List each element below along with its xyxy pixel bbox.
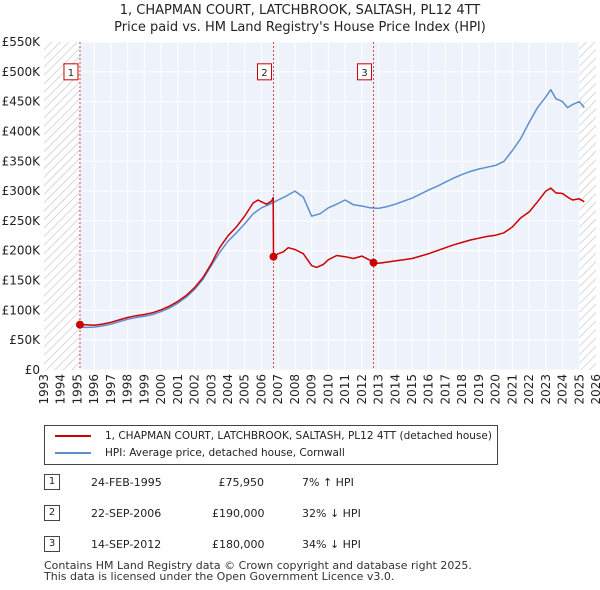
sale-number-box	[63, 63, 79, 81]
y-tick-label: £50K	[9, 333, 41, 347]
x-tick-label: 2001	[171, 374, 185, 405]
grid	[43, 41, 597, 371]
pre-data-hatched-region	[44, 42, 80, 370]
legend-item-hpi: HPI: Average price, detached house, Corn…	[55, 445, 345, 461]
x-tick-label: 1998	[121, 374, 135, 405]
y-tick-label: £350K	[2, 154, 42, 168]
shaded-regions	[44, 42, 596, 370]
sale-number-label: 3	[361, 68, 367, 79]
sale-number-box	[357, 63, 373, 81]
sale-number-box	[256, 63, 272, 81]
y-tick-label: £450K	[2, 95, 42, 109]
y-tick-label: £500K	[2, 65, 42, 79]
x-tick-label: 2004	[221, 374, 235, 405]
y-tick-label: £300K	[2, 184, 42, 198]
sale-number-badge: 3	[44, 536, 60, 552]
y-tick-label: £250K	[2, 214, 42, 228]
sale-price: £190,000	[212, 507, 265, 520]
x-tick-label: 1994	[54, 374, 68, 405]
x-tick-label: 2005	[238, 374, 252, 405]
hpi-line	[77, 88, 585, 329]
chart-title: 1, CHAPMAN COURT, LATCHBROOK, SALTASH, P…	[0, 2, 600, 36]
x-tick-label: 2007	[271, 374, 285, 405]
plot-background	[44, 42, 596, 370]
x-tick-label: 2023	[539, 374, 553, 405]
x-tick-label: 2025	[572, 374, 586, 405]
x-tick-label: 1996	[87, 374, 101, 405]
x-tick-label: 2008	[288, 374, 302, 405]
title-line-1: 1, CHAPMAN COURT, LATCHBROOK, SALTASH, P…	[119, 3, 481, 18]
y-tick-label: £550K	[2, 35, 42, 49]
x-tick-label: 2006	[254, 374, 268, 405]
x-tick-label: 2024	[556, 374, 570, 405]
x-tick-label: 1999	[137, 374, 151, 405]
y-tick-label: £150K	[2, 274, 42, 288]
sale-hpi-diff: 7% ↑ HPI	[302, 476, 354, 489]
x-tick-label: 2003	[204, 374, 218, 405]
sale-price: £75,950	[218, 476, 265, 489]
sale-hpi-diff: 32% ↓ HPI	[302, 507, 361, 520]
x-tick-label: 2022	[522, 374, 536, 405]
x-tick-label: 2015	[405, 374, 419, 405]
x-tick-label: 2019	[472, 374, 486, 405]
legend-item-property: 1, CHAPMAN COURT, LATCHBROOK, SALTASH, P…	[55, 428, 492, 444]
legend-swatch-hpi	[55, 452, 91, 454]
x-tick-label: 2014	[388, 374, 402, 405]
title-line-2: Price paid vs. HM Land Registry's House …	[114, 20, 486, 35]
x-tick-label: 2026	[589, 374, 600, 405]
sale-number-badge: 1	[44, 474, 60, 490]
sale-price: £180,000	[212, 538, 265, 551]
sale-date: 14-SEP-2012	[91, 538, 162, 551]
x-tick-label: 2009	[305, 374, 319, 405]
footer: Contains HM Land Registry data © Crown c…	[44, 560, 472, 582]
x-tick-label: 1997	[104, 374, 118, 405]
legend: 1, CHAPMAN COURT, LATCHBROOK, SALTASH, P…	[44, 425, 498, 465]
sale-number-label: 1	[68, 68, 74, 79]
property-price-line	[79, 187, 585, 326]
y-tick-label: £100K	[2, 303, 42, 317]
price-chart: 1 2 3 £0 £50K £100K £150K £200K £250K £300K £350K…	[2, 35, 600, 405]
footer-copyright: Contains HM Land Registry data © Crown c…	[44, 559, 472, 572]
series-lines	[77, 88, 585, 329]
y-tick-label: £400K	[2, 124, 42, 138]
sale-number-badge: 2	[44, 505, 60, 521]
sale-number-label: 2	[261, 68, 267, 79]
x-tick-label: 2011	[338, 374, 352, 405]
x-tick-label: 1995	[70, 374, 84, 405]
sale-point	[369, 258, 378, 267]
axes: £0 £50K £100K £150K £200K £250K £300K £350K £400…	[2, 35, 600, 405]
sale-point	[269, 252, 278, 261]
sale-markers: 1 2 3	[63, 42, 378, 370]
legend-label-property: 1, CHAPMAN COURT, LATCHBROOK, SALTASH, P…	[105, 430, 492, 442]
y-tick-label: £200K	[2, 244, 42, 258]
x-tick-label: 2020	[489, 374, 503, 405]
x-tick-label: 2016	[422, 374, 436, 405]
sale-point	[75, 320, 84, 329]
x-tick-label: 2013	[372, 374, 386, 405]
x-tick-label: 2021	[505, 374, 519, 405]
sale-hpi-diff: 34% ↓ HPI	[302, 538, 361, 551]
x-tick-label: 2017	[438, 374, 452, 405]
x-tick-label: 2002	[188, 374, 202, 405]
sale-date: 22-SEP-2006	[91, 507, 162, 520]
legend-swatch-property	[55, 435, 91, 437]
post-data-hatched-region	[579, 42, 596, 370]
sale-date: 24-FEB-1995	[91, 476, 162, 489]
x-tick-label: 2010	[321, 374, 335, 405]
x-tick-label: 1993	[37, 374, 51, 405]
x-tick-label: 2012	[355, 374, 369, 405]
x-tick-label: 2000	[154, 374, 168, 405]
legend-label-hpi: HPI: Average price, detached house, Corn…	[105, 447, 345, 459]
x-tick-label: 2018	[455, 374, 469, 405]
y-tick-label: £0	[25, 363, 40, 377]
footer-licence: This data is licensed under the Open Gov…	[44, 570, 395, 583]
